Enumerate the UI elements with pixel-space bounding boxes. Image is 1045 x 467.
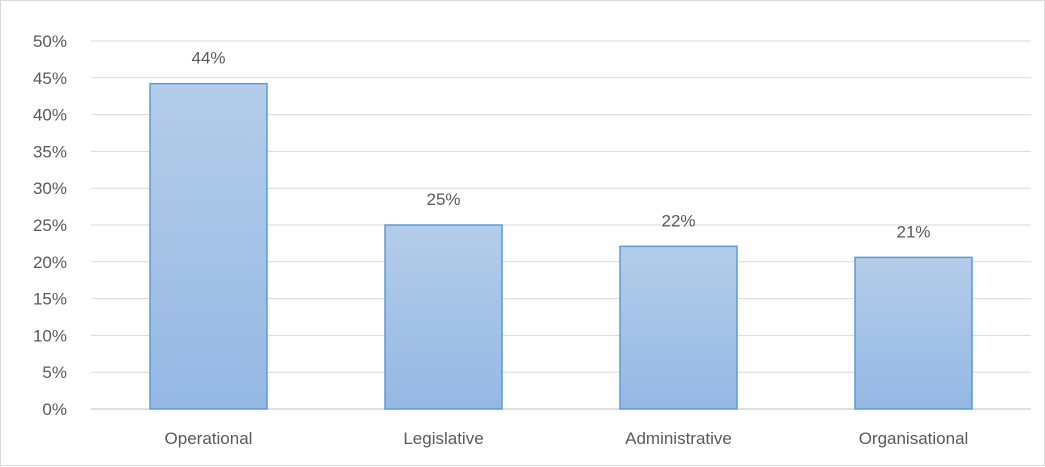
bars [149, 82, 973, 410]
y-tick-label: 5% [42, 363, 67, 382]
bar-operational [149, 82, 268, 410]
x-tick-label-organisational: Organisational [859, 429, 969, 448]
data-labels: 44% 25% 22% 21% [191, 49, 930, 242]
x-tick-label-administrative: Administrative [625, 429, 732, 448]
x-axis-tick-labels: Operational Legislative Administrative Orga… [165, 429, 969, 448]
y-axis-tick-labels: 0% 5% 10% 15% 20% 25% 30% 35% 40% 45% 50% [33, 32, 67, 419]
bar-administrative [619, 245, 738, 410]
y-tick-label: 0% [42, 400, 67, 419]
data-label-legislative: 25% [426, 190, 460, 209]
y-tick-label: 40% [33, 106, 67, 125]
y-tick-label: 35% [33, 142, 67, 161]
y-tick-label: 20% [33, 253, 67, 272]
y-tick-label: 15% [33, 290, 67, 309]
y-tick-label: 30% [33, 179, 67, 198]
data-label-administrative: 22% [661, 211, 695, 230]
y-tick-label: 25% [33, 216, 67, 235]
bar-legislative [384, 224, 503, 410]
x-tick-label-legislative: Legislative [403, 429, 483, 448]
x-tick-label-operational: Operational [165, 429, 253, 448]
y-tick-label: 45% [33, 69, 67, 88]
y-tick-label: 10% [33, 326, 67, 345]
bar-organisational [854, 256, 973, 410]
data-label-organisational: 21% [896, 222, 930, 241]
data-label-operational: 44% [191, 49, 225, 68]
y-tick-label: 50% [33, 32, 67, 51]
